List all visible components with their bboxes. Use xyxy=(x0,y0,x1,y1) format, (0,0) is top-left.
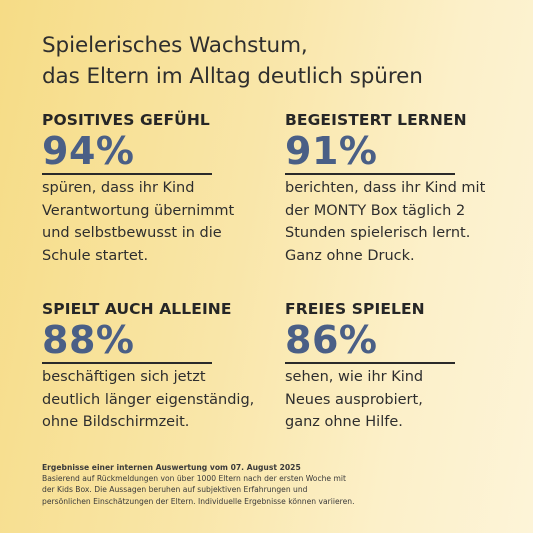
footnote-line: der Kids Box. Die Aussagen beruhen auf s… xyxy=(42,485,308,495)
stat-description-line: der MONTY Box täglich 2 xyxy=(285,202,466,219)
stat-title: SPIELT AUCH ALLEINE xyxy=(42,300,232,318)
stat-divider xyxy=(42,173,212,175)
stat-spielt-auch-alleine: SPIELT AUCH ALLEINE 88% beschäftigen sic… xyxy=(42,299,277,434)
stat-description-line: ohne Bildschirmzeit. xyxy=(42,414,190,430)
stat-description: berichten, dass ihr Kind mit der MONTY B… xyxy=(285,177,520,267)
stat-description-line: Schule startet. xyxy=(42,247,149,264)
stat-title: FREIES SPIELEN xyxy=(285,300,425,318)
stat-freies-spielen: FREIES SPIELEN 86% sehen, wie ihr Kind N… xyxy=(285,299,520,434)
stat-title: POSITIVES GEFÜHL xyxy=(42,111,210,129)
stat-divider xyxy=(285,173,455,175)
stat-description-line: deutlich länger eigenständig, xyxy=(42,391,255,408)
footnote: Ergebnisse einer internen Auswertung vom… xyxy=(42,462,512,507)
stat-percentage: 91% xyxy=(285,129,378,173)
stat-description-line: Verantwortung übernimmt xyxy=(42,202,235,219)
stat-percentage: 94% xyxy=(42,129,135,173)
headline-line-2: das Eltern im Alltag deutlich spüren xyxy=(42,64,423,89)
stat-description-line: ganz ohne Hilfe. xyxy=(285,414,403,430)
headline: Spielerisches Wachstum, das Eltern im Al… xyxy=(42,30,502,92)
stat-description-line: sehen, wie ihr Kind xyxy=(285,369,424,385)
stat-percentage: 86% xyxy=(285,318,378,362)
stat-divider xyxy=(42,362,212,364)
stat-positives-gefuehl: POSITIVES GEFÜHL 94% spüren, dass ihr Ki… xyxy=(42,110,277,267)
stat-description: spüren, dass ihr Kind Verantwortung über… xyxy=(42,177,277,267)
stat-title: BEGEISTERT LERNEN xyxy=(285,111,467,129)
footnote-title: Ergebnisse einer internen Auswertung vom… xyxy=(42,463,301,472)
stat-description: sehen, wie ihr Kind Neues ausprobiert, g… xyxy=(285,366,520,434)
headline-line-1: Spielerisches Wachstum, xyxy=(42,33,308,58)
footnote-line: Basierend auf Rückmeldungen von über 100… xyxy=(42,474,347,484)
stat-description-line: Ganz ohne Druck. xyxy=(285,247,415,264)
stat-description-line: Neues ausprobiert, xyxy=(285,391,423,408)
stat-description-line: beschäftigen sich jetzt xyxy=(42,369,206,385)
stat-description-line: und selbstbewusst in die xyxy=(42,225,222,241)
stat-percentage: 88% xyxy=(42,318,135,362)
stat-description-line: Stunden spielerisch lernt. xyxy=(285,225,471,241)
stat-divider xyxy=(285,362,455,364)
stat-description-line: spüren, dass ihr Kind xyxy=(42,180,195,196)
stat-begeistert-lernen: BEGEISTERT LERNEN 91% berichten, dass ih… xyxy=(285,110,520,267)
stat-description: beschäftigen sich jetzt deutlich länger … xyxy=(42,366,277,434)
footnote-line: persönlichen Einschätzungen der Eltern. … xyxy=(42,496,355,506)
stat-description-line: berichten, dass ihr Kind mit xyxy=(285,180,486,196)
